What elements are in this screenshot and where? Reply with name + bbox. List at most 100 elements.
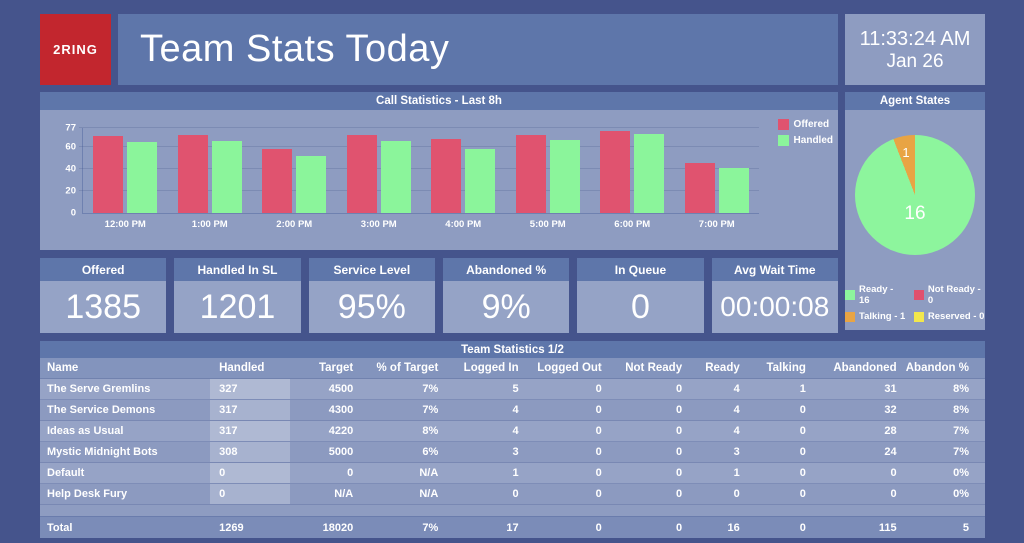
header: 2RING Team Stats Today 11:33:24 AM Jan 2… [40,14,985,85]
cell: 0 [675,467,683,479]
kpi-label: In Queue [577,258,704,281]
cell: 0 [595,467,602,479]
agent-states-panel: Agent States 1 16 Ready - 16 Not Ready - … [845,92,985,330]
legend-swatch [913,290,924,300]
y-axis-tick-label: 77 [65,122,76,134]
offered-bar [262,148,293,213]
handled-bar [465,148,496,213]
y-axis-tick-label: 60 [65,141,76,153]
kpi-row: Offered 1385 Handled In SL 1201 Service Leve… [40,258,838,333]
agent-legend-item: Talking - 1 [845,311,906,322]
bar-chart-legend: Offered Handled [777,119,833,146]
cell: 0 [799,446,806,458]
cell: 1 [799,383,806,395]
cell: 6% [422,446,439,458]
clock-panel: 11:33:24 AM Jan 26 [845,14,985,85]
x-axis-label: 6:00 PM [614,219,651,230]
cell: 0 [799,521,806,534]
table-gap-strip [40,505,985,516]
cell: 4 [733,425,740,437]
handled-bar [127,142,158,213]
legend-label: Offered [793,119,830,130]
bar-group: 12:00 PM [93,128,158,230]
x-axis-label: 4:00 PM [445,219,482,230]
cell-name: The Serve Gremlins [47,383,151,395]
cell-name: Total [47,521,73,534]
cell: 0 [890,488,897,500]
bar-group: 4:00 PM [431,128,496,230]
cell: 0 [799,425,806,437]
left-column: Call Statistics - Last 8h 0 20 40 60 77 12:00… [40,92,838,333]
cell: 17 [506,521,519,534]
cell: 0 [799,467,806,479]
cell: 0 [799,488,806,500]
cell-name: Mystic Midnight Bots [47,446,158,458]
team-statistics-title: Team Statistics 1/2 [40,341,985,358]
y-axis-tick-label: 20 [65,185,76,197]
legend-item: Handled [777,135,833,146]
cell: 18020 [322,521,354,534]
cell: 0 [733,488,740,500]
cell: 0 [595,404,602,416]
offered-bar [684,163,715,213]
legend-label: Not Ready - 0 [927,284,981,306]
cell: 7% [422,383,439,395]
kpi-value: 95% [308,281,435,333]
pie-slice-label-ready: 16 [904,203,926,224]
cell: 8% [953,383,969,395]
bar-group: 5:00 PM [515,128,580,230]
legend-swatch [845,290,855,300]
handled-bar [380,141,411,213]
legend-label: Ready - 16 [859,284,894,306]
kpi-label: Offered [40,258,167,281]
cell: 0 [595,383,602,395]
table-total-row: Total 1269 18020 7% 17 0 0 16 0 115 5 [40,516,985,538]
team-statistics-panel: Team Statistics 1/2 Name Handled Target % o… [40,341,985,538]
x-axis-label: 2:00 PM [276,219,313,230]
kpi-value: 1385 [40,281,167,333]
table-row: Mystic Midnight Bots 308 5000 6% 3 0 0 3 0 24 7% [40,442,985,463]
offered-bar [346,134,377,213]
table-body: The Serve Gremlins 327 4500 7% 5 0 0 4 1 31 8% The … [40,379,985,505]
gridline [79,167,759,169]
cell: 1 [512,467,519,479]
title-bar: Team Stats Today [118,14,838,85]
cell: Target [318,362,354,374]
cell: 115 [878,521,897,534]
cell: Abandon % [905,362,969,374]
agent-legend-item: Not Ready - 0 [913,284,985,306]
bar-group: 6:00 PM [600,128,665,230]
bar-group: 3:00 PM [346,128,411,230]
call-statistics-title: Call Statistics - Last 8h [40,92,838,110]
clock-time: 11:33:24 AM [859,27,971,50]
agent-states-pie-chart: 1 16 [855,135,975,255]
handled-bar [549,140,580,213]
cell: 4 [512,425,519,437]
bar-group: 7:00 PM [684,128,749,230]
agent-states-title: Agent States [845,92,985,110]
cell: Logged In [463,362,519,374]
call-statistics-chart: 0 20 40 60 77 12:00 PM 1:00 PM 2:00 PM 3:00 PM 4:… [40,110,838,250]
cell: 5 [512,383,519,395]
cell-name: Name [47,362,79,374]
kpi-label: Handled In SL [174,258,301,281]
call-statistics-panel: Call Statistics - Last 8h 0 20 40 60 77 12:00… [40,92,838,250]
kpi-tile-abandoned-: Abandoned % 9% [442,258,570,333]
legend-label: Talking - 1 [859,311,906,322]
bar-group: 1:00 PM [177,128,242,230]
table-row: Help Desk Fury 0 N/A N/A 0 0 0 0 0 0 0% [40,484,985,505]
cell: 327 [210,379,291,399]
cell: 7% [422,404,439,416]
handled-bar [211,141,242,213]
table-header-row: Name Handled Target % of Target Logged In Log… [40,358,985,379]
kpi-value: 1201 [174,281,301,333]
cell: % of Target [376,362,439,374]
cell: 4 [733,404,740,416]
cell: 0 [595,521,602,534]
cell: 0 [675,488,683,500]
cell: 4 [733,383,740,395]
cell: Not Ready [625,362,683,374]
cell: Talking [766,362,806,374]
pie-slice-label-talking: 1 [902,145,910,160]
